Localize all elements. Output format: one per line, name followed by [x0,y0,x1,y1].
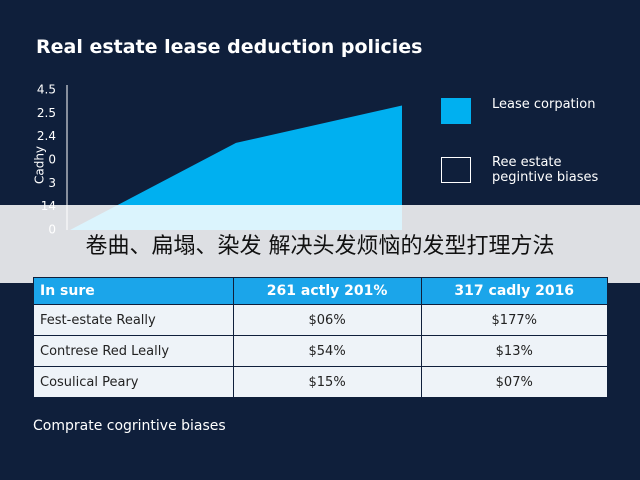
cell: Contrese Red Leally [33,335,234,367]
area [70,105,402,230]
cell: $177% [420,304,608,336]
header-cell: 261 actly 201% [232,277,422,305]
cell: $15% [232,366,422,398]
y-tick-label: 4.5 [37,83,56,97]
title: Real estate lease deduction policies [36,36,423,58]
legend-label: Lease corpation [492,97,596,112]
header-cell: 317 cadly 2016 [420,277,608,305]
legend-swatch-0 [441,98,471,124]
y-axis-label: Cadhy [33,146,47,184]
cell: Cosulical Peary [33,366,234,398]
banner: 卷曲、扁塌、染发 解决头发烦恼的发型打理方法 [0,205,640,283]
y-tick-label: 2.4 [37,129,56,143]
cell: $13% [420,335,608,367]
y-tick-label: 2.5 [37,106,56,120]
cell: Fest-estate Really [33,304,234,336]
legend-label: Ree estate pegintive biases [492,155,599,185]
header-cell: In sure [33,277,234,305]
footer: Comprate cogrintive biases [33,418,226,434]
legend-swatch-1 [441,157,471,183]
cell: $06% [232,304,422,336]
y-tick-label: 3 [48,176,56,190]
cell: $54% [232,335,422,367]
y-tick-label: 0 [48,153,56,167]
cell: $07% [420,366,608,398]
table: In sure 261 actly 201% 317 cadly 2016 Fe… [33,277,608,398]
